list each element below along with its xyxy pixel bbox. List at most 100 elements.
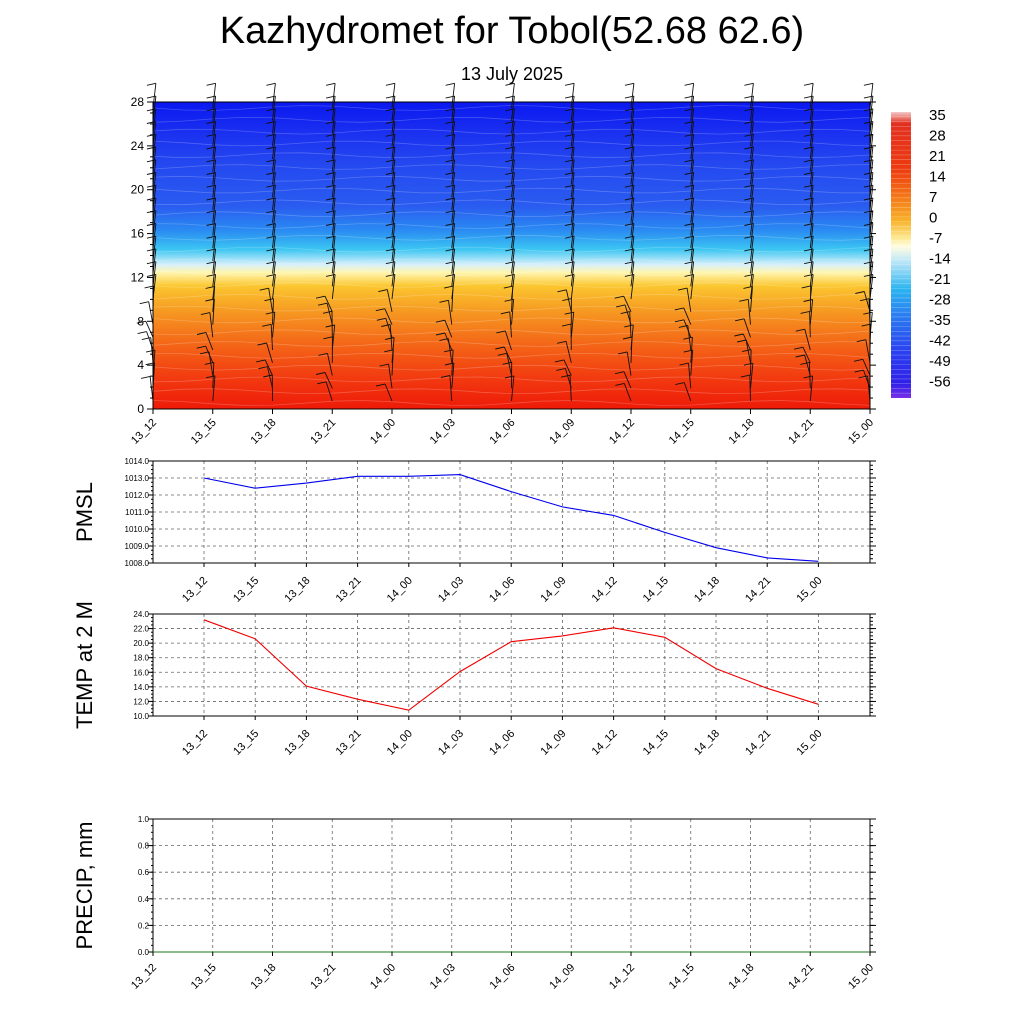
y-tick-label: 0.2 (138, 921, 150, 930)
wind-barb (690, 248, 695, 274)
wind-barb (624, 304, 632, 325)
wind-barb (570, 172, 575, 198)
wind-barb (630, 121, 635, 147)
wind-barb (809, 261, 814, 287)
x-tick-label: 14_15 (667, 417, 697, 447)
x-tick-label: 14_00 (385, 728, 415, 758)
wind-barb (750, 172, 754, 198)
wind-barb (451, 159, 456, 185)
wind-barb (391, 96, 396, 121)
wind-barb (750, 286, 753, 312)
series-line (203, 619, 819, 711)
wind-barb (809, 274, 814, 300)
wind-barb (444, 332, 453, 351)
wind-barb (212, 159, 217, 185)
wind-barb-flag (618, 351, 628, 355)
wind-barb-flag (257, 342, 267, 346)
wind-barb-flag (136, 320, 146, 324)
wind-barb (212, 134, 217, 160)
wind-barb (750, 236, 754, 261)
x-tick-label: 15_00 (846, 417, 876, 447)
x-tick-label: 13_12 (180, 728, 210, 758)
wind-barb (451, 362, 455, 389)
wind-barb-flag (804, 82, 814, 86)
wind-barb (809, 96, 814, 121)
wind-barb (511, 274, 515, 300)
wind-barb (212, 197, 217, 223)
wind-barb (272, 197, 276, 223)
x-tick-label: 13_12 (129, 417, 159, 447)
wind-barb (565, 289, 572, 312)
wind-barb (511, 108, 515, 134)
wind-barb-flag (742, 349, 752, 353)
wind-barb-flag (863, 82, 873, 86)
wind-barb (690, 197, 695, 223)
wind-barb (331, 210, 336, 236)
wind-barb (272, 236, 276, 261)
wind-barb-flag (564, 311, 574, 315)
wind-barb (809, 83, 814, 109)
wind-barb-flag (795, 328, 805, 332)
wind-barb-flag (674, 307, 684, 311)
x-tick-label: 14_03 (436, 575, 466, 605)
wind-barb-flag (561, 323, 572, 327)
wind-barb-flag (504, 375, 514, 379)
y-tick-label: 1013.0 (125, 474, 150, 483)
x-tick-label: 14_09 (538, 728, 568, 758)
wind-barb-flag (505, 82, 515, 86)
wind-barb (630, 96, 635, 121)
wind-barb (391, 210, 396, 236)
x-tick-label: 14_03 (428, 962, 458, 992)
wind-barb-flag (375, 308, 385, 312)
wind-barb (690, 134, 695, 160)
wind-barb-flag (675, 382, 685, 386)
x-tick-label: 14_18 (727, 417, 757, 447)
y-axis-label: TEMP at 2 M (72, 601, 97, 729)
y-tick-label: 24.0 (133, 610, 149, 619)
wind-barb (683, 307, 692, 325)
wind-barb (745, 339, 751, 363)
wind-barb (444, 320, 453, 338)
wind-barb (564, 368, 572, 389)
wind-barb (272, 121, 276, 147)
wind-barb (325, 381, 333, 402)
wind-barb (451, 197, 456, 223)
x-tick-label: 14_09 (547, 417, 577, 447)
wind-barb (324, 372, 333, 389)
wind-barb-flag (684, 82, 694, 86)
wind-barb (272, 223, 276, 249)
wind-barb (750, 363, 754, 389)
contour-line (152, 187, 871, 194)
wind-barb (384, 308, 393, 325)
x-tick-label: 14_21 (786, 962, 816, 992)
wind-barb (809, 134, 814, 160)
wind-barb (570, 223, 575, 249)
x-tick-label: 14_12 (590, 728, 620, 758)
wind-barb (391, 146, 396, 172)
wind-barb-flag (325, 324, 335, 328)
wind-barb-flag (200, 312, 210, 316)
x-tick-label: 14_15 (641, 575, 671, 605)
wind-barb (863, 369, 871, 389)
wind-barb (809, 185, 814, 210)
wind-barb (212, 96, 217, 121)
wind-barb-flag (674, 319, 685, 323)
wind-barb (391, 108, 396, 134)
wind-barb-flag (385, 82, 395, 86)
wind-barb (688, 363, 692, 389)
wind-barb (743, 318, 751, 338)
wind-barb (690, 83, 695, 109)
wind-barb (809, 197, 814, 223)
wind-barb (570, 134, 575, 160)
wind-barb (504, 330, 512, 351)
wind-barb (270, 324, 273, 351)
wind-barb (630, 210, 635, 236)
wind-barb (331, 261, 336, 287)
wind-barb-flag (800, 310, 810, 314)
wind-barb (630, 185, 635, 210)
x-tick-label: 15_00 (794, 728, 824, 758)
wind-barb (570, 185, 575, 210)
wind-barb-flag (565, 82, 575, 86)
contour-line (152, 353, 871, 359)
